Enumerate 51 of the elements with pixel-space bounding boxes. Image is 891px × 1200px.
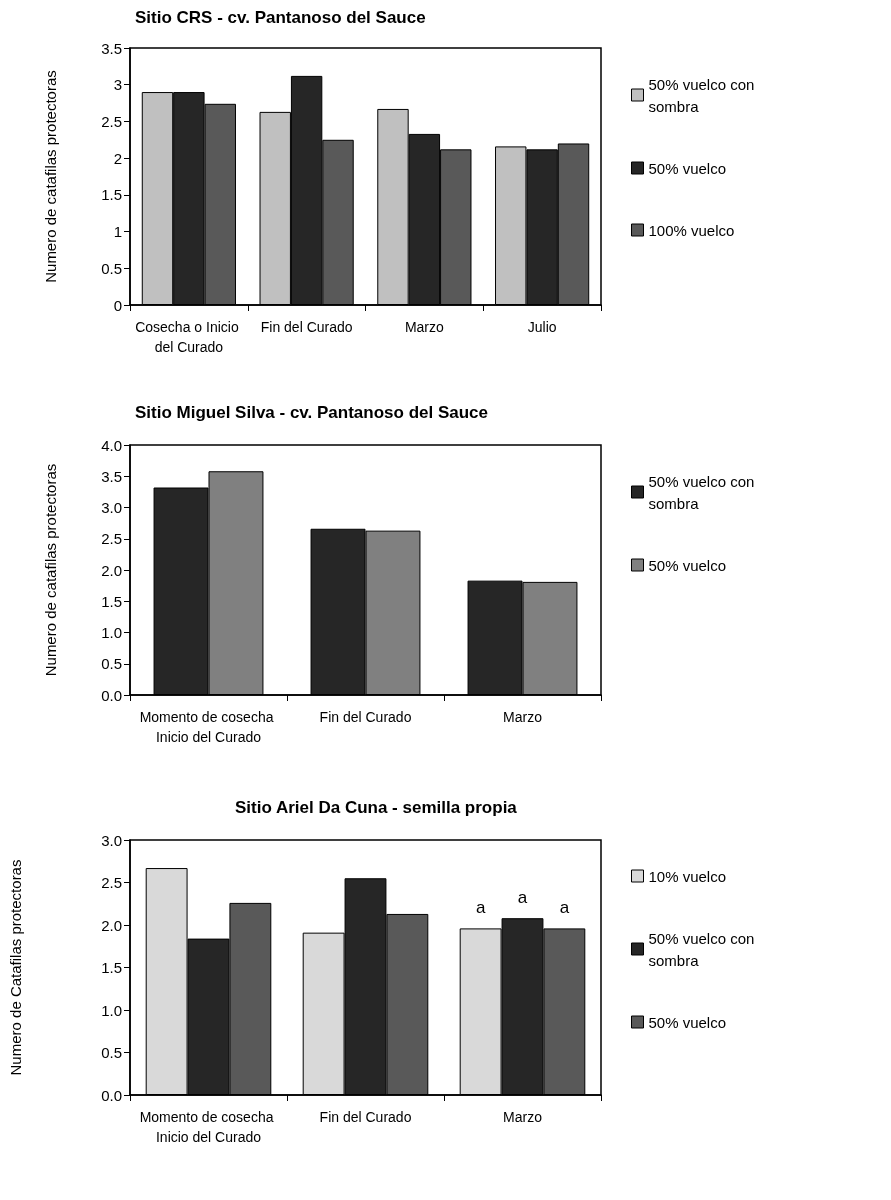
x-tick-label: Momento de cosecha Inicio del Curado xyxy=(139,1109,278,1145)
x-tick-label: Marzo xyxy=(503,709,543,725)
y-tick-label: 0 xyxy=(113,296,122,314)
x-tick-label: Cosecha o Inicio del Curado xyxy=(135,319,243,355)
y-tick-label: 3.5 xyxy=(101,39,122,57)
chart-title: Sitio CRS - cv. Pantanoso del Sauce xyxy=(135,8,426,27)
legend-label: 100% vuelco xyxy=(648,221,735,239)
y-axis-title: Numero de catafilas protectoras xyxy=(42,70,59,283)
legend-label: 50% vuelco xyxy=(648,556,727,574)
y-tick-label: 3.5 xyxy=(101,467,122,485)
y-tick-label: 1 xyxy=(113,223,122,241)
y-tick-label: 0.5 xyxy=(101,259,122,277)
legend-label: 50% vuelco xyxy=(648,159,727,177)
y-tick-label: 4.0 xyxy=(101,436,122,454)
y-tick-label: 1.5 xyxy=(101,186,122,204)
y-axis-title: Numero de Catafilas protectoras xyxy=(7,859,24,1076)
chart-title: Sitio Miguel Silva - cv. Pantanoso del Sauce xyxy=(135,403,488,422)
x-tick-label: Momento de cosecha Inicio del Curado xyxy=(139,709,278,745)
y-tick-label: 0.0 xyxy=(101,686,122,704)
y-tick-label: 2.0 xyxy=(101,916,122,934)
y-tick-label: 0.0 xyxy=(101,1086,122,1104)
data-label: a xyxy=(517,888,528,908)
x-tick-label: Marzo xyxy=(503,1109,543,1125)
legend-label: 50% vuelco con sombra xyxy=(648,929,759,969)
legend-label: 50% vuelco xyxy=(648,1013,727,1031)
x-tick-label: Marzo xyxy=(404,319,445,335)
y-tick-label: 2.5 xyxy=(101,112,122,130)
x-tick-label: Fin del Curado xyxy=(319,709,412,725)
y-tick-label: 2.5 xyxy=(101,874,122,891)
data-label: a xyxy=(475,898,486,918)
y-tick-label: 1.0 xyxy=(101,1001,122,1019)
y-tick-label: 2.0 xyxy=(101,561,122,579)
x-tick-label: Fin del Curado xyxy=(260,319,353,335)
y-axis-title: Numero de catafilas protectoras xyxy=(42,463,59,677)
legend-label: 10% vuelco xyxy=(648,867,727,885)
y-tick-label: 0.5 xyxy=(101,655,122,673)
legend-label: 50% vuelco con sombra xyxy=(648,75,759,115)
y-tick-label: 3 xyxy=(113,76,122,94)
y-tick-label: 2.5 xyxy=(101,530,122,548)
data-label: a xyxy=(559,898,570,918)
y-tick-label: 3.0 xyxy=(101,499,122,516)
y-tick-label: 1.5 xyxy=(101,592,122,610)
y-tick-label: 1.5 xyxy=(101,959,122,976)
x-tick-label: Fin del Curado xyxy=(319,1109,412,1125)
x-tick-label: Julio xyxy=(527,319,557,335)
chart-title: Sitio Ariel Da Cuna - semilla propia xyxy=(235,798,518,817)
legend-label: 50% vuelco con sombra xyxy=(648,472,759,512)
y-tick-label: 0.5 xyxy=(101,1044,122,1061)
y-tick-label: 3.0 xyxy=(101,831,122,849)
y-tick-label: 1.0 xyxy=(101,624,122,641)
y-tick-label: 2 xyxy=(113,149,122,167)
